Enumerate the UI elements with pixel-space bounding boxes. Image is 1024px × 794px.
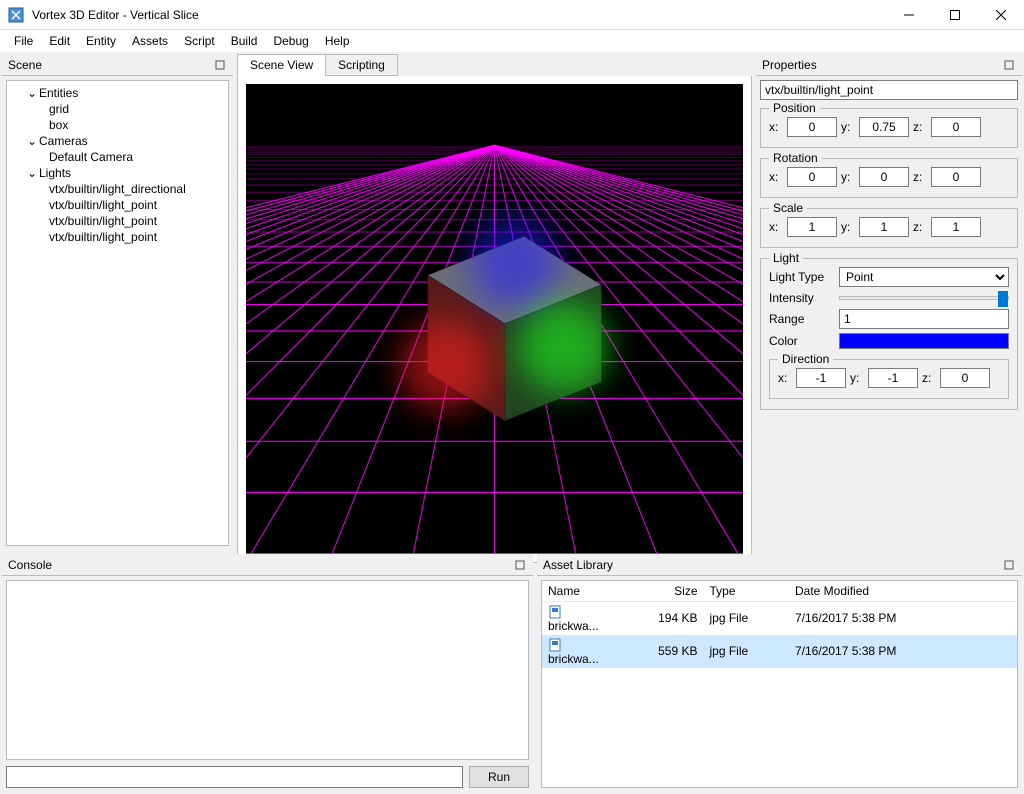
assets-panel-header: Asset Library <box>537 554 1022 576</box>
direction-y-input[interactable] <box>868 368 918 388</box>
menu-file[interactable]: File <box>6 32 41 50</box>
console-input[interactable] <box>6 766 463 788</box>
menu-script[interactable]: Script <box>176 32 223 50</box>
tree-item-box[interactable]: box <box>9 117 226 133</box>
rotation-group: Rotation x: y: z: <box>760 158 1018 198</box>
window-title: Vortex 3D Editor - Vertical Slice <box>32 8 886 22</box>
direction-z-input[interactable] <box>940 368 990 388</box>
scene-tree: ⌄Entities grid box ⌄Cameras Default Came… <box>7 81 228 249</box>
menu-assets[interactable]: Assets <box>124 32 176 50</box>
scene-panel-header: Scene <box>2 54 233 76</box>
light-group: Light Light Type Point Intensity Range C… <box>760 258 1018 410</box>
dock-icon[interactable] <box>1004 559 1016 571</box>
titlebar: Vortex 3D Editor - Vertical Slice <box>0 0 1024 30</box>
asset-row[interactable]: brickwa...194 KBjpg File7/16/2017 5:38 P… <box>542 602 1017 635</box>
direction-x-input[interactable] <box>796 368 846 388</box>
scale-group: Scale x: y: z: <box>760 208 1018 248</box>
run-button[interactable]: Run <box>469 766 529 788</box>
tab-scripting[interactable]: Scripting <box>325 54 398 76</box>
menubar: File Edit Entity Assets Script Build Deb… <box>0 30 1024 52</box>
tree-item-default-camera[interactable]: Default Camera <box>9 149 226 165</box>
maximize-button[interactable] <box>932 0 978 30</box>
col-size[interactable]: Size <box>618 581 704 602</box>
menu-edit[interactable]: Edit <box>41 32 78 50</box>
console-output <box>6 580 529 760</box>
position-y-input[interactable] <box>859 117 909 137</box>
menu-build[interactable]: Build <box>223 32 266 50</box>
position-x-input[interactable] <box>787 117 837 137</box>
rotation-y-input[interactable] <box>859 167 909 187</box>
menu-help[interactable]: Help <box>317 32 358 50</box>
rotation-x-input[interactable] <box>787 167 837 187</box>
asset-row[interactable]: brickwa...559 KBjpg File7/16/2017 5:38 P… <box>542 635 1017 668</box>
viewport-canvas <box>246 84 743 554</box>
assets-panel-title: Asset Library <box>543 558 613 572</box>
color-swatch[interactable] <box>839 333 1009 349</box>
app-icon <box>8 7 24 23</box>
dock-icon[interactable] <box>1004 59 1016 71</box>
console-panel-title: Console <box>8 558 52 572</box>
properties-panel-header: Properties <box>756 54 1022 76</box>
tree-item-light-point-3[interactable]: vtx/builtin/light_point <box>9 229 226 245</box>
tree-item-grid[interactable]: grid <box>9 101 226 117</box>
menu-entity[interactable]: Entity <box>78 32 124 50</box>
tree-item-light-directional[interactable]: vtx/builtin/light_directional <box>9 181 226 197</box>
tree-group-cameras[interactable]: ⌄Cameras <box>9 133 226 149</box>
minimize-button[interactable] <box>886 0 932 30</box>
close-button[interactable] <box>978 0 1024 30</box>
center-tabs: Scene View Scripting <box>237 54 752 76</box>
col-date[interactable]: Date Modified <box>789 581 1017 602</box>
position-z-input[interactable] <box>931 117 981 137</box>
scale-x-input[interactable] <box>787 217 837 237</box>
console-panel-header: Console <box>2 554 533 576</box>
chevron-down-icon[interactable]: ⌄ <box>25 86 39 100</box>
file-icon <box>548 605 562 619</box>
scale-z-input[interactable] <box>931 217 981 237</box>
slider-thumb[interactable] <box>998 291 1008 307</box>
tree-group-entities[interactable]: ⌄Entities <box>9 85 226 101</box>
range-input[interactable] <box>839 309 1009 329</box>
dock-icon[interactable] <box>515 559 527 571</box>
scene-viewport[interactable] <box>246 84 743 554</box>
col-type[interactable]: Type <box>704 581 790 602</box>
direction-group: Direction x: y: z: <box>769 359 1009 399</box>
file-icon <box>548 638 562 652</box>
chevron-down-icon[interactable]: ⌄ <box>25 166 39 180</box>
properties-panel-title: Properties <box>762 58 817 72</box>
menu-debug[interactable]: Debug <box>265 32 316 50</box>
scene-panel-title: Scene <box>8 58 42 72</box>
asset-table: Name Size Type Date Modified brickwa...1… <box>542 581 1017 668</box>
tree-item-light-point-2[interactable]: vtx/builtin/light_point <box>9 213 226 229</box>
light-type-select[interactable]: Point <box>839 267 1009 287</box>
intensity-slider[interactable] <box>839 296 1009 300</box>
dock-icon[interactable] <box>215 59 227 71</box>
selected-entity-name-input[interactable] <box>760 80 1018 100</box>
position-group: Position x: y: z: <box>760 108 1018 148</box>
tab-scene-view[interactable]: Scene View <box>237 54 326 76</box>
scale-y-input[interactable] <box>859 217 909 237</box>
col-name[interactable]: Name <box>542 581 618 602</box>
tree-group-lights[interactable]: ⌄Lights <box>9 165 226 181</box>
tree-item-light-point-1[interactable]: vtx/builtin/light_point <box>9 197 226 213</box>
rotation-z-input[interactable] <box>931 167 981 187</box>
chevron-down-icon[interactable]: ⌄ <box>25 134 39 148</box>
